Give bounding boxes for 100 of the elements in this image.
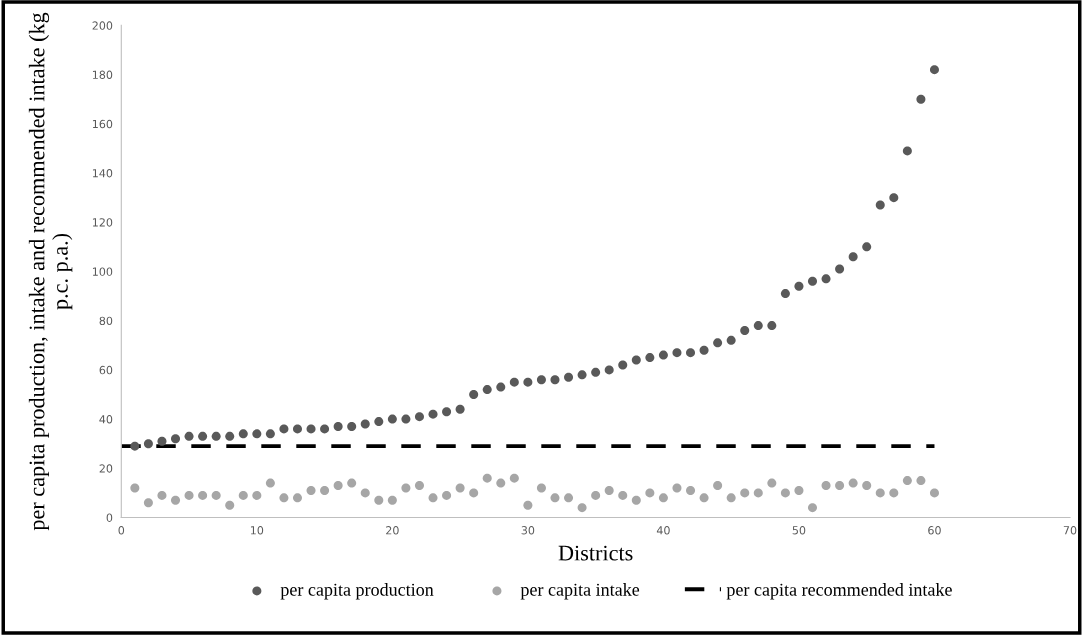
point bbox=[577, 370, 587, 380]
point bbox=[279, 493, 289, 503]
point bbox=[509, 473, 519, 483]
point bbox=[333, 481, 343, 491]
point bbox=[265, 478, 275, 488]
point bbox=[360, 419, 370, 429]
point bbox=[753, 488, 763, 498]
point bbox=[672, 348, 682, 358]
y-tick-label: 160 bbox=[92, 119, 113, 129]
point bbox=[211, 490, 221, 500]
x-axis-title: Districts bbox=[558, 545, 633, 561]
point bbox=[238, 490, 248, 500]
y-tick-label: 20 bbox=[99, 464, 113, 473]
y-tick-label: 0 bbox=[106, 513, 113, 522]
point bbox=[550, 375, 560, 385]
point bbox=[523, 377, 533, 387]
point bbox=[184, 431, 194, 441]
point bbox=[387, 495, 397, 505]
x-tick-label: 50 bbox=[792, 526, 806, 535]
point bbox=[699, 493, 709, 503]
x-tick-label: 0 bbox=[118, 526, 125, 535]
point bbox=[455, 404, 465, 414]
x-tick-label: 70 bbox=[1063, 526, 1077, 535]
point bbox=[564, 372, 574, 382]
point bbox=[808, 503, 817, 513]
point bbox=[536, 483, 546, 493]
x-tick-label: 10 bbox=[250, 526, 264, 535]
x-tick-label: 40 bbox=[656, 526, 670, 535]
point bbox=[198, 431, 208, 441]
point bbox=[916, 476, 926, 486]
point bbox=[157, 490, 167, 500]
legend-label: per capita intake bbox=[520, 583, 640, 600]
point bbox=[699, 345, 709, 355]
point bbox=[929, 65, 939, 75]
point bbox=[536, 375, 546, 385]
point bbox=[401, 483, 411, 493]
point bbox=[347, 478, 357, 488]
point bbox=[929, 488, 939, 498]
point bbox=[875, 200, 885, 210]
y-axis-title: per capita production, intake and recommended intake (kg p.c. p.a.) bbox=[28, 12, 73, 531]
point bbox=[333, 421, 343, 431]
point bbox=[862, 242, 872, 252]
point bbox=[631, 355, 641, 365]
point bbox=[835, 264, 845, 274]
point bbox=[374, 417, 384, 427]
point bbox=[143, 498, 153, 508]
point bbox=[469, 488, 479, 498]
point bbox=[591, 367, 601, 377]
y-tick-label: 140 bbox=[92, 169, 113, 178]
point bbox=[740, 326, 750, 336]
point bbox=[414, 481, 424, 491]
point bbox=[604, 365, 614, 375]
y-tick-label: 200 bbox=[92, 21, 113, 30]
point bbox=[130, 483, 140, 493]
point bbox=[184, 490, 194, 500]
point bbox=[171, 434, 181, 444]
x-tick-label: 20 bbox=[386, 526, 399, 535]
point bbox=[645, 488, 655, 498]
point bbox=[645, 353, 655, 363]
point bbox=[130, 441, 140, 451]
point bbox=[306, 485, 316, 495]
point bbox=[726, 335, 736, 345]
point bbox=[225, 431, 235, 441]
point bbox=[292, 493, 302, 503]
point bbox=[780, 289, 790, 299]
legend-label: per capita production bbox=[280, 583, 434, 600]
y-tick-label: 80 bbox=[99, 316, 113, 326]
point bbox=[821, 274, 831, 284]
point bbox=[347, 421, 357, 431]
point bbox=[808, 276, 817, 286]
point bbox=[252, 490, 262, 500]
point bbox=[618, 360, 628, 370]
point bbox=[767, 321, 777, 331]
point bbox=[265, 429, 275, 439]
point bbox=[428, 493, 438, 503]
point bbox=[414, 412, 424, 422]
point bbox=[143, 439, 153, 449]
point bbox=[306, 424, 316, 434]
point bbox=[198, 490, 208, 500]
point bbox=[902, 476, 912, 486]
point bbox=[171, 495, 181, 505]
point bbox=[211, 431, 221, 441]
point bbox=[821, 481, 831, 491]
point bbox=[658, 350, 668, 360]
y-tick-label: 100 bbox=[92, 267, 113, 276]
point bbox=[523, 500, 533, 510]
point bbox=[509, 377, 519, 387]
point bbox=[482, 385, 492, 395]
point bbox=[401, 414, 411, 424]
point bbox=[780, 488, 790, 498]
point bbox=[252, 429, 262, 439]
point bbox=[753, 321, 763, 331]
point bbox=[902, 146, 912, 156]
point bbox=[279, 424, 289, 434]
point bbox=[794, 281, 804, 291]
point bbox=[496, 478, 506, 488]
point bbox=[835, 481, 845, 491]
point bbox=[672, 483, 682, 493]
point bbox=[428, 409, 438, 419]
point bbox=[564, 493, 574, 503]
